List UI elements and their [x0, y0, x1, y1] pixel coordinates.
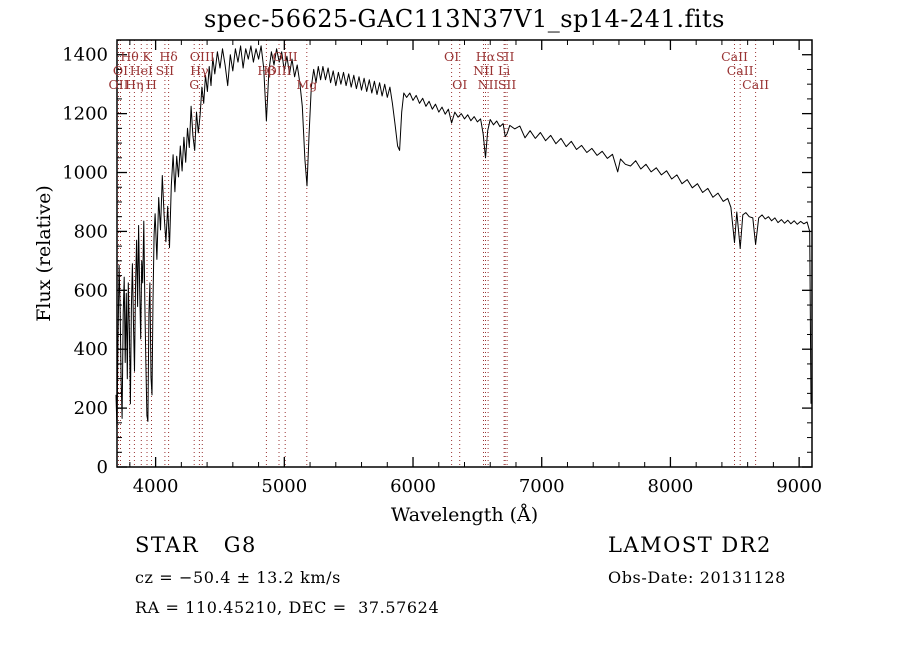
y-tick-label: 1400 — [62, 45, 108, 66]
spectral-line-label: SII — [498, 77, 517, 92]
y-tick-label: 800 — [74, 221, 108, 242]
x-tick-label: 7000 — [519, 476, 565, 497]
spectral-line-label: OI — [452, 77, 467, 92]
spectral-line-label: Hη — [125, 77, 143, 92]
spectral-line-label: OIII — [267, 63, 292, 78]
cz-value: cz = −50.4 ± 13.2 km/s — [135, 568, 341, 587]
spectral-line-label: Hα — [476, 49, 496, 64]
spectral-line-label: CaII — [742, 77, 769, 92]
spectral-line-label: SII — [496, 49, 515, 64]
spectral-line-label: OI — [113, 63, 128, 78]
y-tick-label: 200 — [74, 398, 108, 419]
spectral-line-label: OIII — [190, 49, 215, 64]
footer-right: LAMOST DR2 Obs-Date: 20131128 — [608, 533, 786, 587]
spectral-line-label: Hθ — [120, 49, 138, 64]
x-tick-label: 9000 — [776, 476, 822, 497]
x-tick-label: 8000 — [648, 476, 694, 497]
chart-title: spec-56625-GAC113N37V1_sp14-241.fits — [204, 5, 725, 33]
spectral-line-label: OI — [444, 49, 459, 64]
spectral-line-label: NII — [473, 63, 494, 78]
x-tick-label: 6000 — [390, 476, 436, 497]
spectrum-trace — [115, 45, 812, 431]
spectral-line-label: CaII — [727, 63, 754, 78]
y-tick-label: 1000 — [62, 163, 108, 184]
y-tick-label: 400 — [74, 339, 108, 360]
spectral-line-label: Mg — [296, 77, 317, 92]
x-axis-label: Wavelength (Å) — [391, 504, 538, 526]
spectral-line-label: Li — [498, 63, 510, 78]
spectral-line-label: SII — [156, 63, 175, 78]
ra-dec-value: RA = 110.45210, DEC = 37.57624 — [135, 598, 440, 617]
spectral-line-label: H — [146, 77, 157, 92]
spectral-line-label: Hβ — [257, 63, 275, 78]
spectral-line-label: K — [142, 49, 152, 64]
obs-date: Obs-Date: 20131128 — [608, 568, 786, 587]
y-tick-label: 600 — [74, 280, 108, 301]
spectral-line-label: HeI — [130, 63, 153, 78]
footer-left: STAR G8 cz = −50.4 ± 13.2 km/s RA = 110.… — [135, 533, 439, 617]
y-tick-label: 0 — [97, 457, 108, 478]
spectral-line-label: NII — [478, 77, 499, 92]
spectral-line-label: G — [189, 77, 199, 92]
x-tick-label: 4000 — [133, 476, 179, 497]
y-axis-label: Flux (relative) — [33, 185, 55, 322]
plot-frame — [116, 39, 813, 468]
spectral-line-label: Hγ — [190, 63, 208, 78]
spectral-line-label: OIII — [273, 49, 298, 64]
spectral-line-label: Hδ — [159, 49, 177, 64]
survey-name: LAMOST DR2 — [608, 533, 772, 557]
x-tick-label: 5000 — [261, 476, 307, 497]
spectral-line-label: OII — [108, 77, 128, 92]
spectral-line-label: CaII — [721, 49, 748, 64]
y-tick-label: 1200 — [62, 104, 108, 125]
object-class-label: STAR G8 — [135, 533, 257, 557]
